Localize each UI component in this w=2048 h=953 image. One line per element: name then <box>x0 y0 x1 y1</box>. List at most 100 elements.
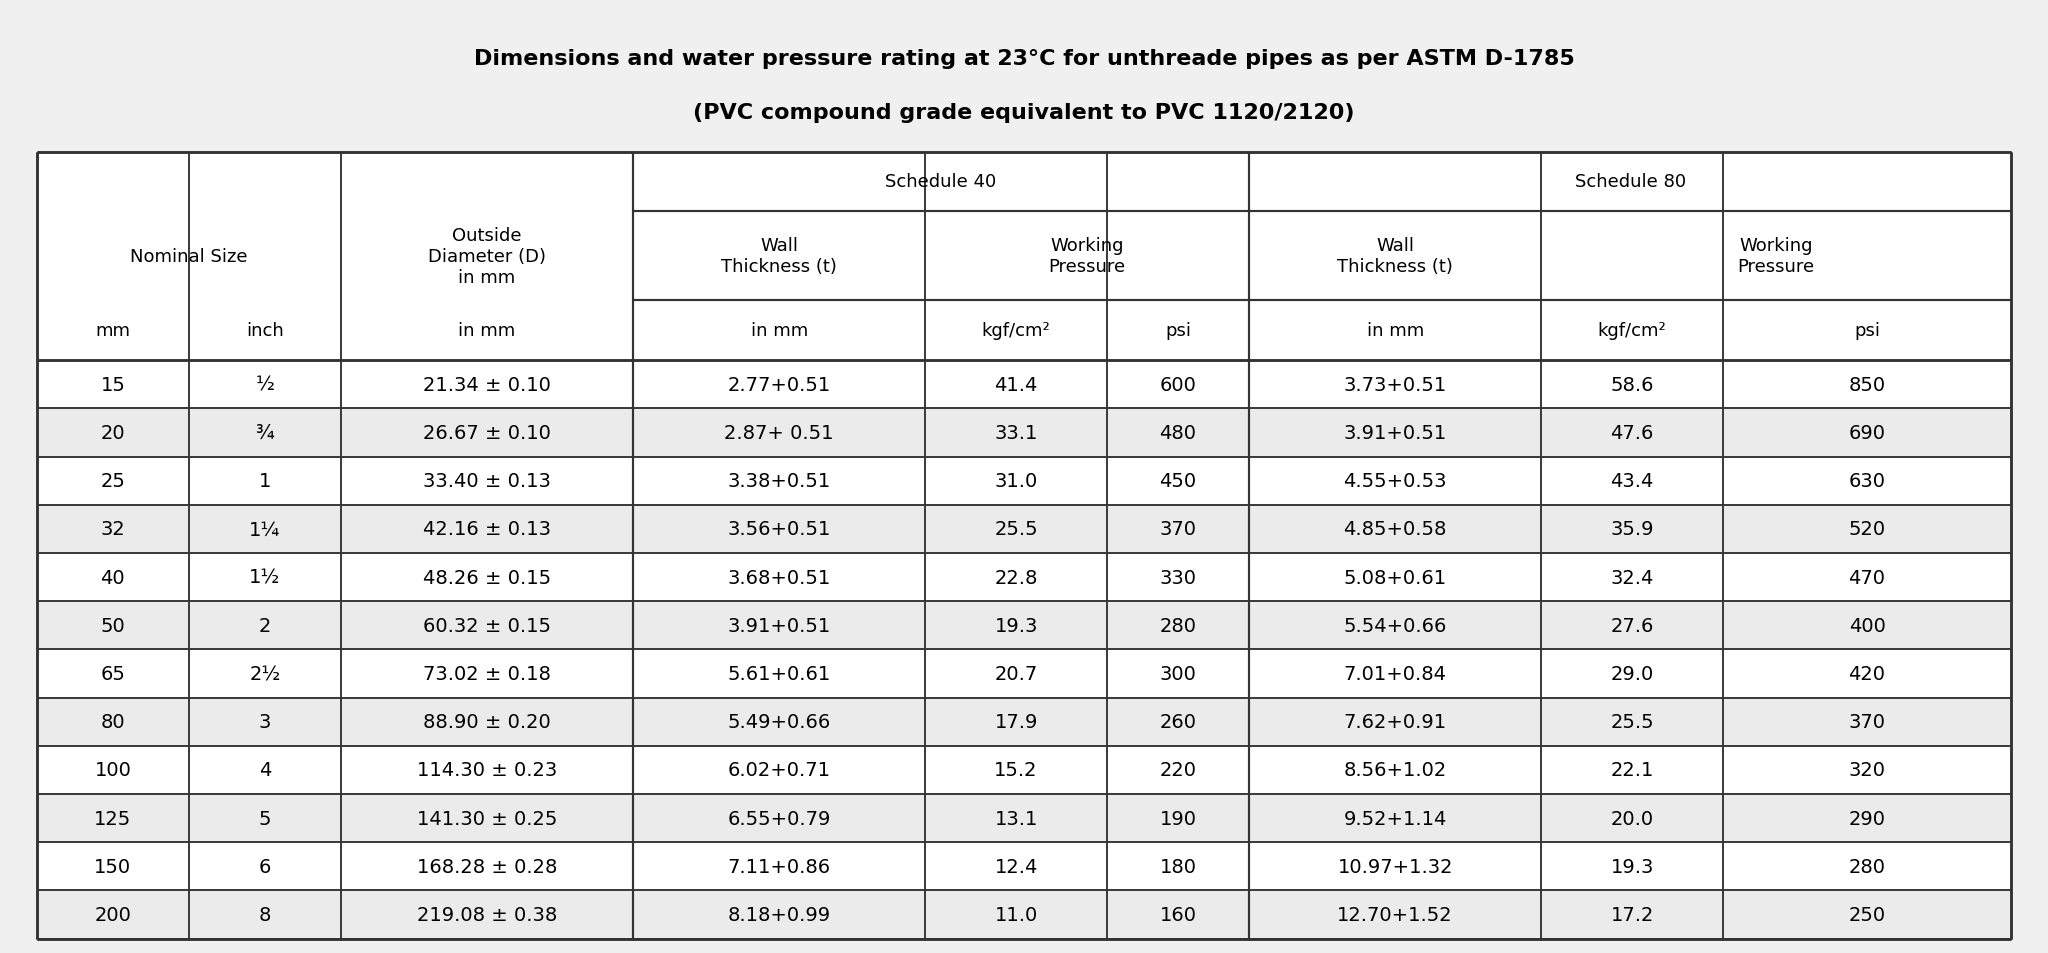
Bar <box>37 698 2011 746</box>
Text: in mm: in mm <box>459 321 516 339</box>
Text: Dimensions and water pressure rating at 23°C for unthreade pipes as per ASTM D-1: Dimensions and water pressure rating at … <box>473 50 1575 69</box>
Text: 200: 200 <box>94 905 131 924</box>
Text: 330: 330 <box>1159 568 1196 587</box>
Text: 1½: 1½ <box>250 568 281 587</box>
Text: 5.49+0.66: 5.49+0.66 <box>727 713 831 732</box>
Text: 11.0: 11.0 <box>995 905 1038 924</box>
Text: 4.85+0.58: 4.85+0.58 <box>1343 520 1446 538</box>
Text: 850: 850 <box>1849 375 1886 395</box>
Text: 1: 1 <box>258 472 270 491</box>
Text: 33.40 ± 0.13: 33.40 ± 0.13 <box>424 472 551 491</box>
Bar <box>37 601 2011 650</box>
Text: kgf/cm²: kgf/cm² <box>1597 321 1667 339</box>
Text: 141.30 ± 0.25: 141.30 ± 0.25 <box>418 809 557 828</box>
Text: 3.38+0.51: 3.38+0.51 <box>727 472 831 491</box>
Text: 21.34 ± 0.10: 21.34 ± 0.10 <box>424 375 551 395</box>
Text: 25: 25 <box>100 472 125 491</box>
Text: 420: 420 <box>1849 664 1886 683</box>
Text: 73.02 ± 0.18: 73.02 ± 0.18 <box>424 664 551 683</box>
Text: 5: 5 <box>258 809 270 828</box>
Text: 6: 6 <box>258 857 270 876</box>
Text: 6.55+0.79: 6.55+0.79 <box>727 809 831 828</box>
Text: 25.5: 25.5 <box>1610 713 1655 732</box>
Text: 480: 480 <box>1159 423 1196 442</box>
Bar <box>37 505 2011 554</box>
Text: 2½: 2½ <box>250 664 281 683</box>
Text: 3.68+0.51: 3.68+0.51 <box>727 568 831 587</box>
Text: Nominal Size: Nominal Size <box>131 248 248 266</box>
Text: 60.32 ± 0.15: 60.32 ± 0.15 <box>424 617 551 636</box>
Text: 42.16 ± 0.13: 42.16 ± 0.13 <box>424 520 551 538</box>
Text: 19.3: 19.3 <box>1610 857 1655 876</box>
Text: psi: psi <box>1853 321 1880 339</box>
Text: 2.87+ 0.51: 2.87+ 0.51 <box>725 423 834 442</box>
Text: 35.9: 35.9 <box>1610 520 1655 538</box>
Text: 12.4: 12.4 <box>995 857 1038 876</box>
Text: 180: 180 <box>1159 857 1196 876</box>
Text: kgf/cm²: kgf/cm² <box>981 321 1051 339</box>
Text: 22.1: 22.1 <box>1610 760 1655 780</box>
Bar <box>37 794 2011 842</box>
Text: 6.02+0.71: 6.02+0.71 <box>727 760 831 780</box>
Text: 31.0: 31.0 <box>995 472 1038 491</box>
Text: 114.30 ± 0.23: 114.30 ± 0.23 <box>418 760 557 780</box>
Text: 19.3: 19.3 <box>995 617 1038 636</box>
Text: 290: 290 <box>1849 809 1886 828</box>
Text: 10.97+1.32: 10.97+1.32 <box>1337 857 1452 876</box>
Text: 50: 50 <box>100 617 125 636</box>
Text: 219.08 ± 0.38: 219.08 ± 0.38 <box>418 905 557 924</box>
Text: 26.67 ± 0.10: 26.67 ± 0.10 <box>424 423 551 442</box>
Text: 3.91+0.51: 3.91+0.51 <box>1343 423 1446 442</box>
Text: 33.1: 33.1 <box>995 423 1038 442</box>
Text: mm: mm <box>96 321 131 339</box>
Text: 12.70+1.52: 12.70+1.52 <box>1337 905 1452 924</box>
Text: 450: 450 <box>1159 472 1196 491</box>
Text: 370: 370 <box>1159 520 1196 538</box>
Text: 160: 160 <box>1159 905 1196 924</box>
Text: ¾: ¾ <box>256 423 274 442</box>
Text: 400: 400 <box>1849 617 1886 636</box>
Text: 48.26 ± 0.15: 48.26 ± 0.15 <box>424 568 551 587</box>
Text: 27.6: 27.6 <box>1610 617 1655 636</box>
Text: 220: 220 <box>1159 760 1196 780</box>
Text: 29.0: 29.0 <box>1610 664 1653 683</box>
Bar <box>37 152 2011 939</box>
Text: 1¼: 1¼ <box>250 520 281 538</box>
Text: Working
Pressure: Working Pressure <box>1737 236 1815 275</box>
Text: 17.9: 17.9 <box>995 713 1038 732</box>
Text: 690: 690 <box>1849 423 1886 442</box>
Text: 4.55+0.53: 4.55+0.53 <box>1343 472 1448 491</box>
Text: 32: 32 <box>100 520 125 538</box>
Text: 190: 190 <box>1159 809 1196 828</box>
Text: 32.4: 32.4 <box>1610 568 1655 587</box>
Bar <box>37 409 2011 457</box>
Text: 7.11+0.86: 7.11+0.86 <box>727 857 831 876</box>
Text: 150: 150 <box>94 857 131 876</box>
Text: Outside
Diameter (D)
in mm: Outside Diameter (D) in mm <box>428 227 547 287</box>
Text: 13.1: 13.1 <box>995 809 1038 828</box>
Text: 17.2: 17.2 <box>1610 905 1655 924</box>
Text: 5.54+0.66: 5.54+0.66 <box>1343 617 1446 636</box>
Text: in mm: in mm <box>1366 321 1423 339</box>
Text: 3.56+0.51: 3.56+0.51 <box>727 520 831 538</box>
Text: 20: 20 <box>100 423 125 442</box>
Text: 2: 2 <box>258 617 270 636</box>
Text: 20.0: 20.0 <box>1610 809 1653 828</box>
Text: 8.18+0.99: 8.18+0.99 <box>727 905 831 924</box>
Text: 25.5: 25.5 <box>993 520 1038 538</box>
Text: 3: 3 <box>258 713 270 732</box>
Text: 8: 8 <box>258 905 270 924</box>
Text: 4: 4 <box>258 760 270 780</box>
Text: 320: 320 <box>1849 760 1886 780</box>
Text: 40: 40 <box>100 568 125 587</box>
Text: 260: 260 <box>1159 713 1196 732</box>
Text: psi: psi <box>1165 321 1192 339</box>
Text: 600: 600 <box>1159 375 1196 395</box>
Text: 8.56+1.02: 8.56+1.02 <box>1343 760 1446 780</box>
Text: 9.52+1.14: 9.52+1.14 <box>1343 809 1446 828</box>
Text: 630: 630 <box>1849 472 1886 491</box>
Text: 5.61+0.61: 5.61+0.61 <box>727 664 831 683</box>
Text: Schedule 80: Schedule 80 <box>1575 173 1686 192</box>
Text: Wall
Thickness (t): Wall Thickness (t) <box>1337 236 1454 275</box>
Text: 88.90 ± 0.20: 88.90 ± 0.20 <box>424 713 551 732</box>
